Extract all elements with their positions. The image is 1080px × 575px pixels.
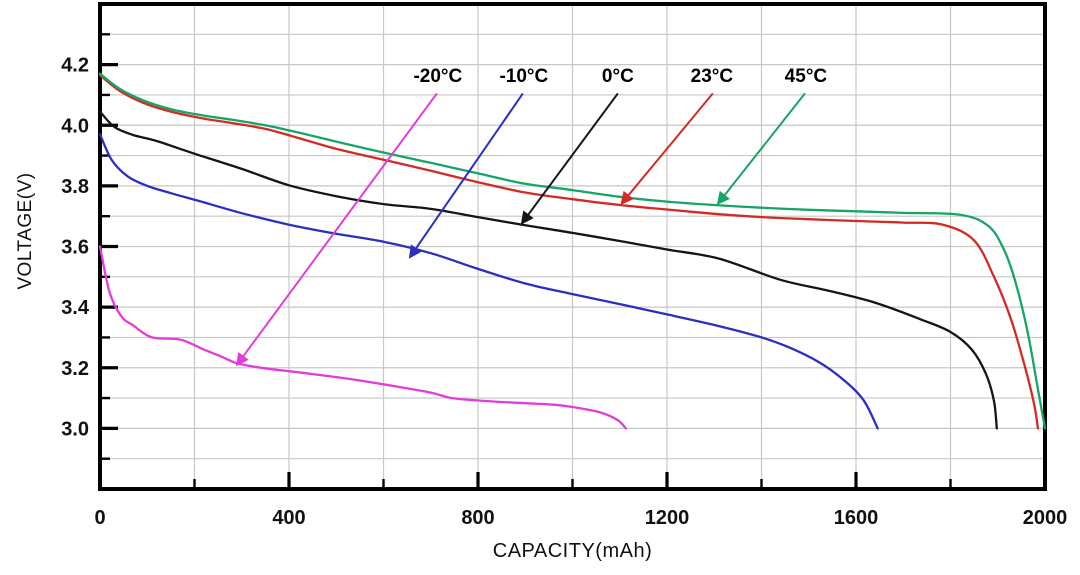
arrow-minus-10c <box>408 92 524 259</box>
y-tick-label: 3.8 <box>61 176 89 198</box>
x-tick-label: 400 <box>272 507 305 529</box>
curve-0c <box>98 110 998 430</box>
x-tick-label: 1200 <box>645 507 690 529</box>
x-tick-label: 2000 <box>1023 507 1068 529</box>
y-tick-label: 4.2 <box>61 55 89 77</box>
series-label-0c: 0°C <box>598 65 637 88</box>
arrow-minus-20c <box>235 92 438 367</box>
y-tick-label: 4.0 <box>61 115 89 137</box>
curve-minus-10c <box>98 133 879 430</box>
arrow-45c <box>716 92 806 205</box>
x-axis-title: CAPACITY(mAh) <box>492 540 653 562</box>
x-tick-label: 0 <box>94 507 105 529</box>
curve-minus-20c <box>98 245 628 430</box>
arrow-23c <box>620 92 714 205</box>
x-tick-label: 800 <box>461 507 494 529</box>
y-tick-label: 3.2 <box>61 358 89 380</box>
y-axis-title: VOLTAGE(V) <box>15 172 36 290</box>
y-tick-label: 3.4 <box>61 297 90 319</box>
y-tick-label: 3.6 <box>61 237 89 259</box>
series-label-minus-20c: -20°C <box>410 65 466 88</box>
series-label-45c: 45°C <box>781 65 831 88</box>
curve-45c <box>98 72 1047 430</box>
series-label-23c: 23°C <box>687 65 737 88</box>
y-tick-label: 3.0 <box>61 418 89 440</box>
series-label-minus-10c: -10°C <box>496 65 552 88</box>
arrow-0c <box>520 92 619 225</box>
curve-23c <box>98 74 1040 430</box>
x-tick-label: 1600 <box>834 507 879 529</box>
